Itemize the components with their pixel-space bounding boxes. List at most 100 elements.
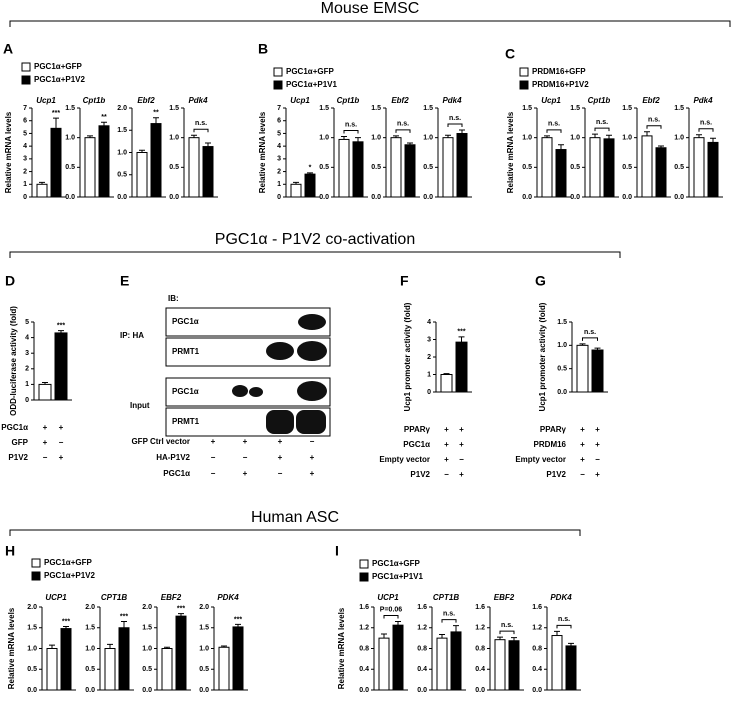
y-tick-label: 2.0	[85, 604, 95, 611]
gene-label: EBF2	[494, 593, 515, 602]
error-bar	[458, 336, 465, 343]
y-axis-title: Relative mRNA levels	[258, 111, 267, 193]
bar	[161, 648, 173, 691]
gene-label: Ucp1	[290, 96, 310, 105]
section-bracket	[9, 251, 621, 258]
band	[298, 314, 326, 330]
sig-bracket	[698, 128, 714, 132]
y-tick-label: 7	[277, 105, 281, 112]
bar	[378, 637, 390, 691]
section-title: PGC1α - P1V2 co-activation	[215, 231, 415, 248]
condition-sign: −	[243, 453, 248, 462]
band	[249, 387, 263, 397]
bar	[456, 133, 468, 198]
bar	[150, 123, 162, 198]
legend-swatch	[21, 62, 31, 72]
error-bar	[191, 134, 197, 138]
condition-label: P1V2	[410, 470, 430, 479]
bar	[541, 137, 553, 198]
bar	[440, 374, 453, 393]
y-tick-label: 0.0	[319, 194, 329, 201]
blot-box	[165, 407, 331, 437]
error-bar	[579, 343, 586, 346]
bar	[338, 138, 350, 198]
legend-label: PRDM16+GFP	[532, 67, 586, 76]
y-tick-label: 2.0	[117, 105, 127, 112]
bar	[641, 135, 653, 198]
y-axis-title: Ucp1 promoter activity (fold)	[538, 302, 547, 411]
y-tick-label: 0.5	[319, 164, 329, 171]
y-tick-label: 0.0	[199, 687, 209, 694]
significance: n.s.	[596, 119, 608, 126]
significance: *	[309, 165, 312, 172]
y-tick-label: 1.5	[522, 105, 532, 112]
bar	[50, 127, 62, 198]
sig-bracket	[343, 129, 359, 134]
y-tick-label: 0.0	[169, 194, 179, 201]
gene-label: Pdk4	[693, 96, 713, 105]
y-tick-label: 3	[427, 336, 431, 343]
legend-label: PGC1α+GFP	[286, 67, 334, 76]
y-tick-label: 5	[277, 130, 281, 137]
band	[296, 410, 326, 434]
bar	[551, 635, 563, 691]
y-tick-label: 6	[277, 118, 281, 125]
y-tick-label: 1.0	[169, 135, 179, 142]
condition-sign: −	[211, 469, 216, 478]
y-tick-label: 0.0	[475, 687, 485, 694]
significance: n.s.	[548, 121, 560, 128]
panel-letter: E	[120, 273, 129, 289]
error-bar	[710, 137, 716, 143]
legend-swatch	[359, 559, 369, 569]
y-tick-label: 0.5	[674, 164, 684, 171]
legend-swatch	[31, 558, 41, 568]
error-bar	[554, 630, 560, 636]
y-tick-label: 0	[25, 397, 29, 404]
significance: ***	[52, 110, 60, 117]
error-bar	[381, 633, 387, 639]
y-tick-label: 2	[25, 366, 29, 373]
y-tick-label: 0	[23, 194, 27, 201]
y-tick-label: 0.0	[570, 194, 580, 201]
y-tick-label: 2	[277, 168, 281, 175]
y-tick-label: 1.5	[674, 105, 684, 112]
y-tick-label: 0.0	[532, 687, 542, 694]
gene-label: Cpt1b	[83, 96, 106, 105]
bar	[655, 147, 667, 198]
condition-label: PGC1α	[403, 440, 430, 449]
y-tick-label: 0.4	[475, 666, 485, 673]
error-bar	[594, 347, 601, 350]
panel-letter: B	[258, 41, 268, 57]
significance: n.s.	[449, 115, 461, 122]
condition-sign: +	[580, 440, 585, 449]
bar	[352, 141, 364, 198]
error-bar	[164, 646, 170, 649]
condition-sign: +	[444, 425, 449, 434]
legend-swatch	[519, 67, 529, 77]
error-bar	[49, 644, 55, 649]
sig-bracket	[193, 128, 209, 133]
y-axis-title: Ucp1 promoter activity (fold)	[403, 302, 412, 411]
sig-bracket	[499, 630, 515, 635]
error-bar	[178, 613, 184, 617]
legend-label: PRDM16+P1V2	[532, 80, 589, 89]
bar	[576, 344, 589, 393]
section-bracket	[9, 20, 731, 27]
y-tick-label: 0.8	[359, 645, 369, 652]
legend-swatch	[519, 80, 529, 90]
condition-sign: +	[59, 423, 64, 432]
y-tick-label: 0.0	[27, 687, 37, 694]
condition-sign: +	[211, 437, 216, 446]
blot-row-label: PGC1α	[172, 317, 199, 326]
bar	[175, 615, 187, 691]
error-bar	[58, 330, 64, 333]
error-bar	[355, 137, 361, 142]
panel-letter: A	[3, 41, 13, 57]
condition-label: Empty vector	[379, 455, 430, 464]
error-bar	[459, 129, 465, 134]
condition-sign: +	[444, 455, 449, 464]
y-tick-label: 1.5	[199, 625, 209, 632]
band	[266, 342, 294, 360]
y-tick-label: 1	[23, 181, 27, 188]
